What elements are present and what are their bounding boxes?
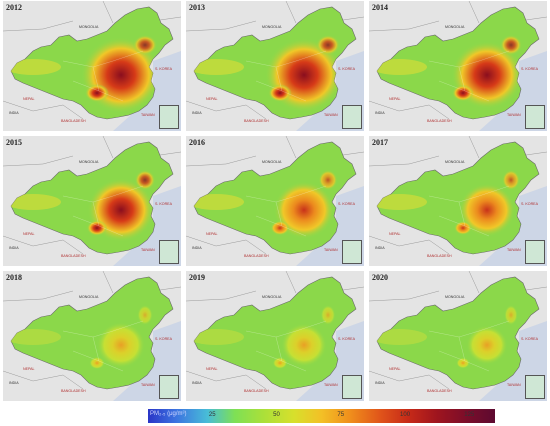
map-label-nepal: NEPAL [23, 97, 35, 101]
pm25-legend: PM₂.₅ (μg/m³) 25 50 75 100 125 [148, 409, 495, 423]
china-pm25-map [369, 136, 547, 266]
south-china-sea-inset [342, 240, 362, 264]
year-label: 2019 [189, 273, 205, 282]
legend-tick-25: 25 [208, 412, 216, 418]
map-label-taiwan: TAIWAN [507, 248, 521, 252]
year-label: 2017 [372, 138, 388, 147]
map-label-s-korea: S. KOREA [521, 202, 538, 206]
legend-title: PM₂.₅ (μg/m³) [150, 411, 187, 417]
legend-tick-50: 50 [273, 412, 280, 418]
map-label-india: INDIA [192, 111, 202, 115]
map-label-taiwan: TAIWAN [141, 113, 155, 117]
map-label-mongolia: MONGOLIA [445, 295, 465, 299]
map-label-nepal: NEPAL [23, 232, 35, 236]
map-panel-2014: 2014 MONGOLIA NEPAL INDIA BANGLADESH S. KOREA… [369, 1, 547, 131]
year-label: 2020 [372, 273, 388, 282]
year-label: 2014 [372, 3, 388, 12]
map-label-india: INDIA [9, 381, 19, 385]
map-label-s-korea: S. KOREA [338, 337, 355, 341]
map-panel-2017: 2017 MONGOLIA NEPAL INDIA BANGLADESH S. KOREA… [369, 136, 547, 266]
map-panel-2019: 2019 MONGOLIA NEPAL INDIA BANGLADESH S. KOREA… [186, 271, 364, 401]
year-label: 2018 [6, 273, 22, 282]
map-label-india: INDIA [192, 246, 202, 250]
map-label-bangladesh: BANGLADESH [427, 389, 452, 393]
year-label: 2016 [189, 138, 205, 147]
china-pm25-map [3, 271, 181, 401]
legend-tick-75: 75 [337, 412, 345, 418]
map-label-bangladesh: BANGLADESH [61, 389, 86, 393]
map-label-taiwan: TAIWAN [324, 383, 338, 387]
year-label: 2012 [6, 3, 22, 12]
china-pm25-map [3, 136, 181, 266]
map-label-bangladesh: BANGLADESH [427, 254, 452, 258]
map-panel-2020: 2020 MONGOLIA NEPAL INDIA BANGLADESH S. KOREA… [369, 271, 547, 401]
china-pm25-map [186, 136, 364, 266]
map-label-mongolia: MONGOLIA [262, 25, 282, 29]
map-label-taiwan: TAIWAN [507, 383, 521, 387]
china-pm25-map [369, 271, 547, 401]
map-label-india: INDIA [9, 246, 19, 250]
map-panel-2018: 2018 MONGOLIA NEPAL INDIA BANGLADESH S. KOREA… [3, 271, 181, 401]
map-label-bangladesh: BANGLADESH [61, 254, 86, 258]
map-label-nepal: NEPAL [389, 367, 401, 371]
south-china-sea-inset [525, 375, 545, 399]
map-label-s-korea: S. KOREA [155, 67, 172, 71]
map-label-s-korea: S. KOREA [338, 67, 355, 71]
map-panel-2013: 2013 MONGOLIA NEPAL INDIA BANGLADESH S. KOREA… [186, 1, 364, 131]
map-label-mongolia: MONGOLIA [445, 25, 465, 29]
china-pm25-map [369, 1, 547, 131]
map-label-taiwan: TAIWAN [324, 248, 338, 252]
map-label-bangladesh: BANGLADESH [244, 389, 269, 393]
map-label-nepal: NEPAL [206, 232, 218, 236]
south-china-sea-inset [342, 375, 362, 399]
map-label-bangladesh: BANGLADESH [427, 119, 452, 123]
map-label-s-korea: S. KOREA [521, 337, 538, 341]
legend-colorbar [148, 409, 495, 423]
map-label-nepal: NEPAL [206, 367, 218, 371]
legend-tick-100: 100 [400, 412, 411, 418]
south-china-sea-inset [159, 240, 179, 264]
map-label-s-korea: S. KOREA [155, 337, 172, 341]
map-label-bangladesh: BANGLADESH [61, 119, 86, 123]
china-pm25-map [3, 1, 181, 131]
legend-tick-125: 125 [464, 412, 475, 418]
year-label: 2015 [6, 138, 22, 147]
map-label-nepal: NEPAL [23, 367, 35, 371]
map-label-india: INDIA [375, 111, 385, 115]
map-label-nepal: NEPAL [389, 97, 401, 101]
map-label-india: INDIA [9, 111, 19, 115]
south-china-sea-inset [525, 240, 545, 264]
china-pm25-map [186, 1, 364, 131]
south-china-sea-inset [159, 375, 179, 399]
south-china-sea-inset [159, 105, 179, 129]
map-label-s-korea: S. KOREA [521, 67, 538, 71]
map-label-nepal: NEPAL [206, 97, 218, 101]
map-panel-2012: 2012 MONGOLIA NEPAL INDIA BANGLADESH S. KOREA… [3, 1, 181, 131]
map-label-mongolia: MONGOLIA [79, 295, 99, 299]
south-china-sea-inset [525, 105, 545, 129]
map-label-india: INDIA [375, 246, 385, 250]
china-pm25-map [186, 271, 364, 401]
map-panel-2016: 2016 MONGOLIA NEPAL INDIA BANGLADESH S. KOREA… [186, 136, 364, 266]
map-label-taiwan: TAIWAN [141, 383, 155, 387]
map-label-taiwan: TAIWAN [141, 248, 155, 252]
map-label-mongolia: MONGOLIA [262, 160, 282, 164]
map-label-mongolia: MONGOLIA [262, 295, 282, 299]
map-panel-2015: 2015 MONGOLIA NEPAL INDIA BANGLADESH S. KOREA… [3, 136, 181, 266]
map-label-india: INDIA [192, 381, 202, 385]
map-label-s-korea: S. KOREA [338, 202, 355, 206]
map-label-india: INDIA [375, 381, 385, 385]
map-label-bangladesh: BANGLADESH [244, 254, 269, 258]
map-label-mongolia: MONGOLIA [79, 160, 99, 164]
map-label-mongolia: MONGOLIA [445, 160, 465, 164]
map-label-s-korea: S. KOREA [155, 202, 172, 206]
map-label-mongolia: MONGOLIA [79, 25, 99, 29]
map-label-taiwan: TAIWAN [324, 113, 338, 117]
year-label: 2013 [189, 3, 205, 12]
south-china-sea-inset [342, 105, 362, 129]
map-label-taiwan: TAIWAN [507, 113, 521, 117]
map-label-nepal: NEPAL [389, 232, 401, 236]
map-label-bangladesh: BANGLADESH [244, 119, 269, 123]
